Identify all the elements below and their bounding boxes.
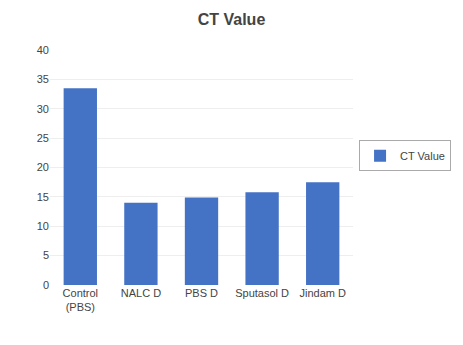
svg-text:Sputasol D: Sputasol D <box>235 287 289 299</box>
svg-text:40: 40 <box>37 44 49 56</box>
svg-text:0: 0 <box>43 279 49 291</box>
svg-text:35: 35 <box>37 73 49 85</box>
svg-text:PBS D: PBS D <box>185 287 218 299</box>
svg-text:30: 30 <box>37 103 49 115</box>
svg-text:15: 15 <box>37 191 49 203</box>
svg-text:Control(PBS): Control(PBS) <box>63 287 98 313</box>
svg-text:CT Value: CT Value <box>198 11 266 28</box>
svg-text:5: 5 <box>43 249 49 261</box>
svg-text:NALC D: NALC D <box>121 287 161 299</box>
svg-text:20: 20 <box>37 161 49 173</box>
svg-text:Jindam D: Jindam D <box>299 287 346 299</box>
svg-text:25: 25 <box>37 132 49 144</box>
svg-text:10: 10 <box>37 220 49 232</box>
svg-text:CT Value: CT Value <box>400 150 445 162</box>
